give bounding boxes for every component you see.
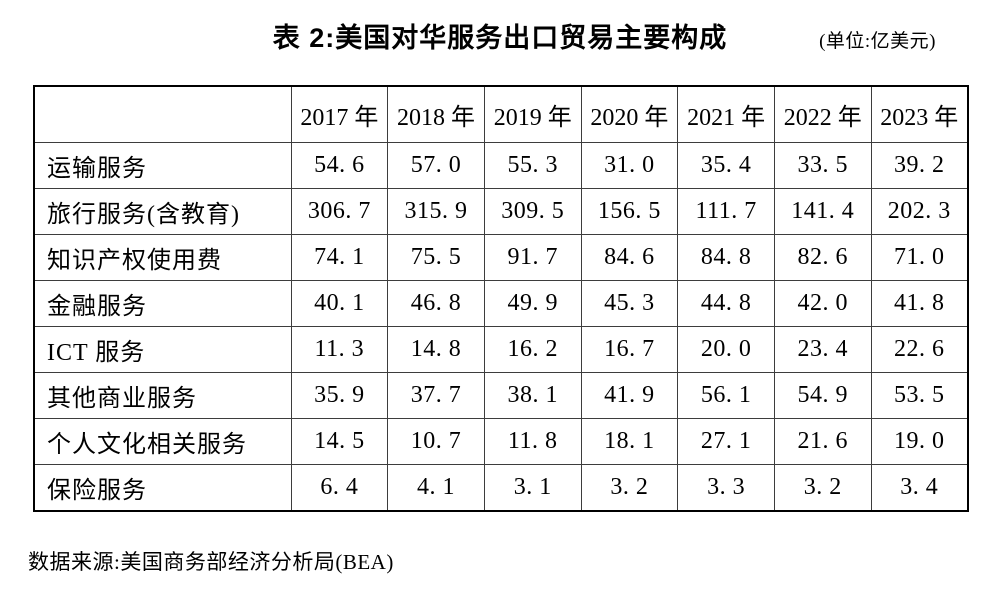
row-label-cell: 运输服务 [33, 142, 292, 189]
value-cell: 31. 0 [580, 142, 679, 189]
value-cell: 6. 4 [290, 464, 389, 511]
table-row: 个人文化相关服务 14. 5 10. 7 11. 8 18. 1 27. 1 21. 6 19… [33, 418, 969, 465]
value-cell: 55. 3 [483, 142, 582, 189]
table-row: 知识产权使用费 74. 1 75. 5 91. 7 84. 6 84. 8 82. 6 71.… [33, 234, 969, 281]
value-cell: 3. 4 [870, 464, 969, 511]
table-row: 金融服务 40. 1 46. 8 49. 9 45. 3 44. 8 42. 0 41. 8 [33, 280, 969, 327]
row-label-cell: 保险服务 [33, 464, 292, 511]
value-cell: 40. 1 [290, 280, 389, 327]
value-cell: 309. 5 [483, 188, 582, 235]
row-label-cell: 个人文化相关服务 [33, 418, 292, 465]
year-header-cell: 2020 年 [580, 85, 679, 143]
year-header-cell: 2021 年 [677, 85, 775, 143]
value-cell: 141. 4 [773, 188, 872, 235]
row-label-cell: ICT 服务 [33, 326, 292, 373]
value-cell: 91. 7 [483, 234, 582, 281]
value-cell: 3. 1 [483, 464, 582, 511]
value-cell: 42. 0 [773, 280, 872, 327]
value-cell: 84. 8 [677, 234, 775, 281]
value-cell: 3. 3 [677, 464, 775, 511]
header-row: 2017 年 2018 年 2019 年 2020 年 2021 年 2022 年 2023… [33, 85, 969, 143]
value-cell: 54. 6 [290, 142, 389, 189]
value-cell: 23. 4 [773, 326, 872, 373]
row-label-cell: 金融服务 [33, 280, 292, 327]
value-cell: 41. 8 [870, 280, 969, 327]
value-cell: 38. 1 [483, 372, 582, 419]
value-cell: 16. 2 [483, 326, 582, 373]
value-cell: 45. 3 [580, 280, 679, 327]
value-cell: 3. 2 [773, 464, 872, 511]
value-cell: 4. 1 [387, 464, 485, 511]
row-label-cell: 旅行服务(含教育) [33, 188, 292, 235]
value-cell: 11. 8 [483, 418, 582, 465]
value-cell: 35. 4 [677, 142, 775, 189]
value-cell: 20. 0 [677, 326, 775, 373]
table-row: 运输服务 54. 6 57. 0 55. 3 31. 0 35. 4 33. 5 39. 2 [33, 142, 969, 189]
value-cell: 41. 9 [580, 372, 679, 419]
value-cell: 19. 0 [870, 418, 969, 465]
value-cell: 14. 8 [387, 326, 485, 373]
corner-cell [33, 85, 292, 143]
value-cell: 71. 0 [870, 234, 969, 281]
table-row: 其他商业服务 35. 9 37. 7 38. 1 41. 9 56. 1 54. 9 53. … [33, 372, 969, 419]
value-cell: 14. 5 [290, 418, 389, 465]
year-header-cell: 2017 年 [290, 85, 389, 143]
value-cell: 35. 9 [290, 372, 389, 419]
data-table: 2017 年 2018 年 2019 年 2020 年 2021 年 2022 年 2023… [33, 85, 969, 512]
year-header-cell: 2023 年 [870, 85, 969, 143]
value-cell: 57. 0 [387, 142, 485, 189]
year-header-cell: 2018 年 [387, 85, 485, 143]
value-cell: 74. 1 [290, 234, 389, 281]
value-cell: 39. 2 [870, 142, 969, 189]
value-cell: 75. 5 [387, 234, 485, 281]
table-row: ICT 服务 11. 3 14. 8 16. 2 16. 7 20. 0 23. 4 22. … [33, 326, 969, 373]
value-cell: 82. 6 [773, 234, 872, 281]
value-cell: 11. 3 [290, 326, 389, 373]
value-cell: 21. 6 [773, 418, 872, 465]
value-cell: 10. 7 [387, 418, 485, 465]
value-cell: 16. 7 [580, 326, 679, 373]
value-cell: 3. 2 [580, 464, 679, 511]
table-row: 保险服务 6. 4 4. 1 3. 1 3. 2 3. 3 3. 2 3. 4 [33, 464, 969, 511]
value-cell: 315. 9 [387, 188, 485, 235]
value-cell: 156. 5 [580, 188, 679, 235]
value-cell: 306. 7 [290, 188, 389, 235]
value-cell: 33. 5 [773, 142, 872, 189]
value-cell: 22. 6 [870, 326, 969, 373]
value-cell: 202. 3 [870, 188, 969, 235]
title-row: 表 2:美国对华服务出口贸易主要构成 (单位:亿美元) [0, 0, 1000, 62]
value-cell: 44. 8 [677, 280, 775, 327]
value-cell: 53. 5 [870, 372, 969, 419]
value-cell: 27. 1 [677, 418, 775, 465]
table-header: 2017 年 2018 年 2019 年 2020 年 2021 年 2022 年 2023… [33, 85, 969, 143]
year-header-cell: 2022 年 [773, 85, 872, 143]
value-cell: 46. 8 [387, 280, 485, 327]
value-cell: 18. 1 [580, 418, 679, 465]
row-label-cell: 知识产权使用费 [33, 234, 292, 281]
row-label-cell: 其他商业服务 [33, 372, 292, 419]
data-source-note: 数据来源:美国商务部经济分析局(BEA) [28, 550, 394, 574]
table-title: 表 2:美国对华服务出口贸易主要构成 [272, 23, 728, 53]
value-cell: 49. 9 [483, 280, 582, 327]
unit-label: (单位:亿美元) [819, 31, 936, 52]
value-cell: 56. 1 [677, 372, 775, 419]
value-cell: 84. 6 [580, 234, 679, 281]
value-cell: 37. 7 [387, 372, 485, 419]
value-cell: 111. 7 [677, 188, 775, 235]
year-header-cell: 2019 年 [483, 85, 582, 143]
value-cell: 54. 9 [773, 372, 872, 419]
